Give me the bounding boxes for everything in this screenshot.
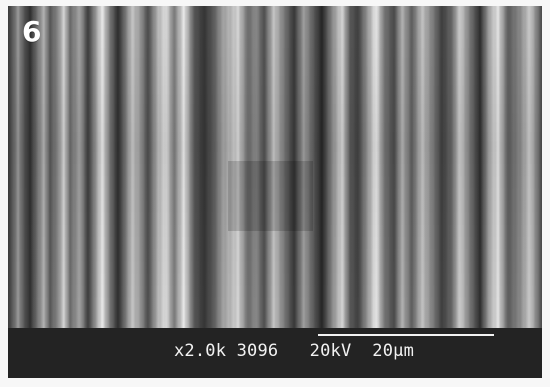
scale-text: x2.0k 3096 20kV 20µm bbox=[174, 341, 415, 361]
panel-number: 6 bbox=[22, 15, 42, 48]
sem-micrograph: 6 bbox=[8, 6, 542, 328]
scale-line bbox=[318, 334, 494, 336]
dark-rectangle-region bbox=[228, 161, 313, 231]
bottom-margin bbox=[8, 378, 542, 387]
scale-bar: x2.0k 3096 20kV 20µm bbox=[8, 328, 542, 378]
